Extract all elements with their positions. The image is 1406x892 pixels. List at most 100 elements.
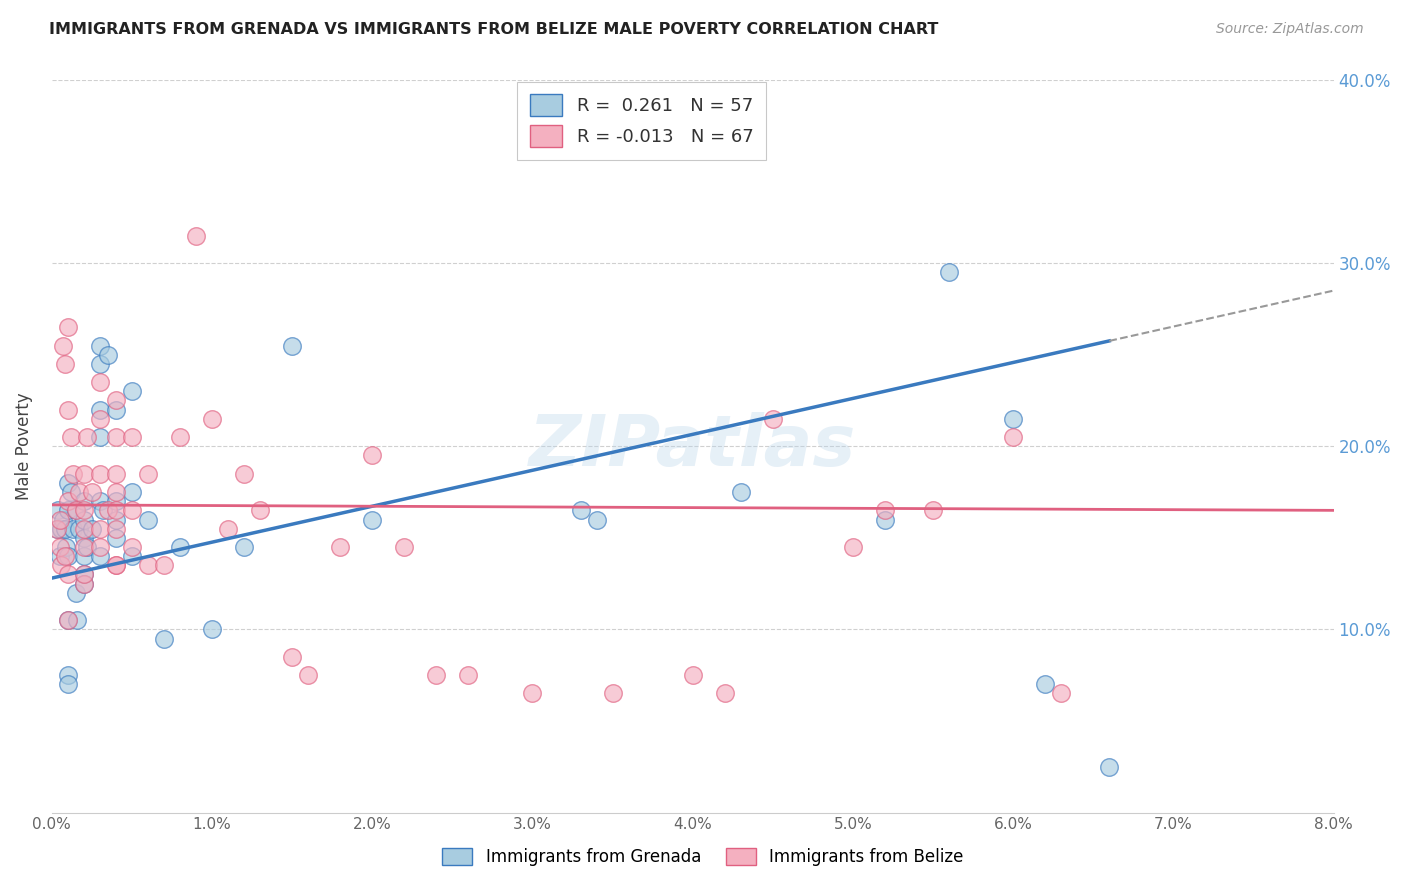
Point xyxy=(585,512,607,526)
Point xyxy=(89,357,111,371)
Point xyxy=(55,540,77,554)
Point xyxy=(281,649,304,664)
Point xyxy=(730,485,752,500)
Point xyxy=(53,357,76,371)
Point xyxy=(89,338,111,352)
Point xyxy=(153,558,176,573)
Point xyxy=(56,320,79,334)
Point xyxy=(56,613,79,627)
Point xyxy=(62,467,84,481)
Legend: R =  0.261   N = 57, R = -0.013   N = 67: R = 0.261 N = 57, R = -0.013 N = 67 xyxy=(517,82,766,160)
Point xyxy=(56,402,79,417)
Point xyxy=(329,540,352,554)
Point xyxy=(249,503,271,517)
Point xyxy=(67,522,90,536)
Point xyxy=(1098,760,1121,774)
Point xyxy=(56,549,79,563)
Point xyxy=(59,430,82,444)
Point xyxy=(169,540,191,554)
Point xyxy=(89,494,111,508)
Point xyxy=(121,540,143,554)
Point xyxy=(65,503,87,517)
Point xyxy=(522,686,544,700)
Point xyxy=(67,485,90,500)
Point xyxy=(53,549,76,563)
Point xyxy=(104,558,127,573)
Point xyxy=(1002,430,1025,444)
Point xyxy=(233,467,256,481)
Point xyxy=(104,512,127,526)
Point xyxy=(136,512,159,526)
Point xyxy=(73,576,96,591)
Point xyxy=(89,430,111,444)
Point xyxy=(136,467,159,481)
Point xyxy=(569,503,592,517)
Point xyxy=(104,494,127,508)
Point xyxy=(121,384,143,399)
Text: ZIPatlas: ZIPatlas xyxy=(529,412,856,481)
Point xyxy=(873,503,896,517)
Point xyxy=(938,265,960,279)
Point xyxy=(361,512,384,526)
Point xyxy=(56,613,79,627)
Point xyxy=(56,567,79,582)
Point xyxy=(73,531,96,545)
Point xyxy=(73,549,96,563)
Point xyxy=(73,512,96,526)
Point xyxy=(52,338,75,352)
Point xyxy=(89,375,111,389)
Point xyxy=(104,503,127,517)
Point xyxy=(873,512,896,526)
Point xyxy=(65,586,87,600)
Point xyxy=(80,522,103,536)
Point xyxy=(136,558,159,573)
Point xyxy=(425,668,447,682)
Point xyxy=(104,393,127,408)
Point xyxy=(56,677,79,691)
Point xyxy=(51,558,73,573)
Point xyxy=(76,540,98,554)
Point xyxy=(73,494,96,508)
Point xyxy=(201,623,224,637)
Point xyxy=(62,522,84,536)
Point xyxy=(56,503,79,517)
Point xyxy=(104,467,127,481)
Point xyxy=(89,411,111,425)
Point xyxy=(46,503,69,517)
Point xyxy=(73,503,96,517)
Point xyxy=(49,512,72,526)
Point xyxy=(394,540,416,554)
Point xyxy=(89,522,111,536)
Legend: Immigrants from Grenada, Immigrants from Belize: Immigrants from Grenada, Immigrants from… xyxy=(436,841,970,873)
Point xyxy=(76,430,98,444)
Point xyxy=(56,475,79,490)
Text: Source: ZipAtlas.com: Source: ZipAtlas.com xyxy=(1216,22,1364,37)
Point xyxy=(73,540,96,554)
Point xyxy=(49,549,72,563)
Point xyxy=(53,522,76,536)
Point xyxy=(59,485,82,500)
Point xyxy=(297,668,319,682)
Point xyxy=(713,686,735,700)
Point xyxy=(91,503,114,517)
Point xyxy=(52,512,75,526)
Point xyxy=(121,503,143,517)
Point xyxy=(104,531,127,545)
Point xyxy=(89,540,111,554)
Point xyxy=(56,668,79,682)
Point xyxy=(89,467,111,481)
Point xyxy=(842,540,865,554)
Point xyxy=(361,449,384,463)
Point xyxy=(73,567,96,582)
Point xyxy=(217,522,239,536)
Point xyxy=(104,402,127,417)
Point xyxy=(121,430,143,444)
Point xyxy=(104,558,127,573)
Point xyxy=(51,522,73,536)
Point xyxy=(121,549,143,563)
Point xyxy=(89,549,111,563)
Point xyxy=(281,338,304,352)
Point xyxy=(169,430,191,444)
Point xyxy=(97,348,120,362)
Text: IMMIGRANTS FROM GRENADA VS IMMIGRANTS FROM BELIZE MALE POVERTY CORRELATION CHART: IMMIGRANTS FROM GRENADA VS IMMIGRANTS FR… xyxy=(49,22,939,37)
